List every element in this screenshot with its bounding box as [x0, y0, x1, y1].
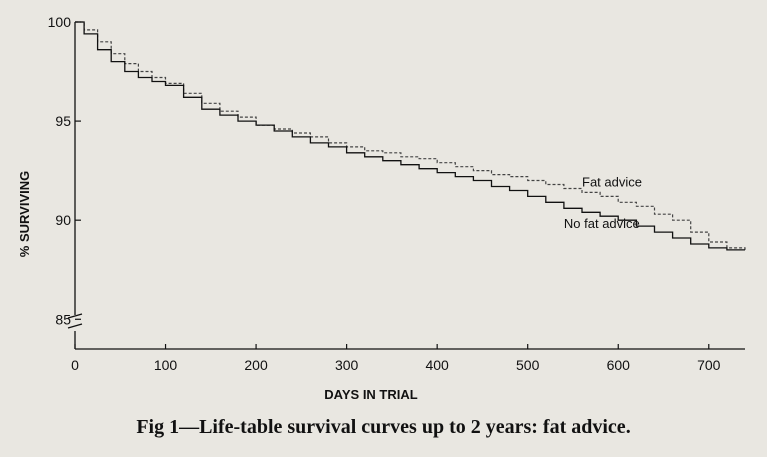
axis-break-mark	[67, 313, 83, 329]
x-tick-label: 0	[71, 357, 79, 373]
y-axis-ticks: 85 90 95 100	[48, 14, 81, 327]
series-lines	[75, 21, 746, 251]
x-axis-label: DAYS IN TRIAL	[324, 387, 417, 402]
series-no-fat-advice-line	[75, 21, 745, 251]
x-tick-label: 700	[697, 357, 721, 373]
x-tick-label: 100	[154, 357, 178, 373]
y-axis-label: % SURVIVING	[17, 171, 32, 257]
label-fat-advice: Fat advice	[582, 174, 642, 189]
y-tick-label: 90	[55, 212, 71, 228]
x-tick-label: 200	[244, 357, 268, 373]
label-no-fat-advice: No fat advice	[564, 216, 640, 231]
y-tick-label: 95	[55, 113, 71, 129]
figure-caption: Fig 1—Life-table survival curves up to 2…	[136, 416, 631, 438]
y-tick-label: 100	[48, 14, 72, 30]
x-tick-label: 500	[516, 357, 540, 373]
series-fat-advice-line	[75, 21, 746, 250]
x-tick-label: 600	[607, 357, 631, 373]
x-tick-label: 300	[335, 357, 359, 373]
x-axis-ticks: 0 100 200 300 400 500 600 700	[71, 344, 721, 373]
annotation-labels: Fat advice No fat advice	[564, 174, 642, 231]
x-tick-label: 400	[425, 357, 449, 373]
y-tick-label: 85	[55, 311, 71, 327]
chart-axes	[67, 22, 745, 350]
